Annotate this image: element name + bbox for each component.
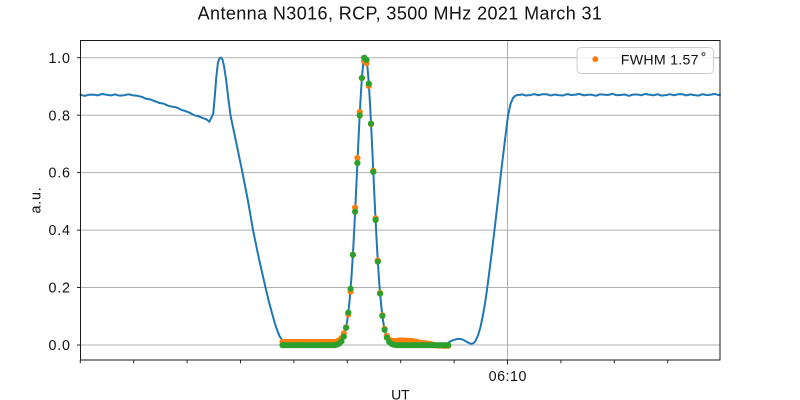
svg-text:Antenna N3016, RCP, 3500 MHz 2: Antenna N3016, RCP, 3500 MHz 2021 March …	[198, 3, 603, 23]
svg-text:a.u.: a.u.	[29, 186, 45, 213]
svg-text:0.6: 0.6	[49, 166, 71, 182]
svg-text:06:10: 06:10	[489, 369, 527, 385]
svg-text:0.4: 0.4	[49, 223, 71, 239]
svg-text:0.2: 0.2	[49, 281, 71, 297]
svg-text:UT: UT	[391, 387, 410, 400]
svg-text:FWHM 1.57: FWHM 1.57	[621, 52, 699, 68]
svg-text:0.8: 0.8	[49, 108, 71, 124]
svg-text:0.0: 0.0	[49, 338, 71, 354]
svg-text:1.0: 1.0	[49, 51, 71, 67]
